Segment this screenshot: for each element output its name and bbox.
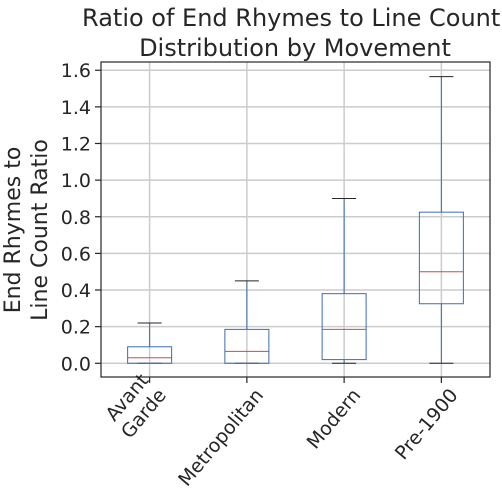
y-axis-label: End Rhymes to Line Count Ratio bbox=[1, 139, 53, 321]
chart-title: Ratio of End Rhymes to Line Count,Distri… bbox=[82, 4, 502, 62]
y-tick-label: 1.4 bbox=[61, 97, 91, 119]
box-0 bbox=[127, 322, 173, 364]
x-tick-label: Metropolitan bbox=[174, 385, 268, 491]
y-axis-ticks: 0.0 0.2 0.4 0.6 0.8 1.0 1.2 1.4 1.6 bbox=[61, 60, 101, 375]
box-1 bbox=[224, 280, 270, 364]
plot-frame bbox=[100, 61, 491, 378]
x-tick-label-line: Metropolitan bbox=[174, 385, 268, 491]
y-tick-label: 1.2 bbox=[61, 133, 91, 155]
grid-lines bbox=[101, 62, 490, 377]
iqr-box bbox=[418, 211, 464, 305]
x-tick-label: Pre-1900 bbox=[391, 385, 463, 465]
iqr-box bbox=[224, 328, 270, 364]
y-axis-label-line: Line Count Ratio bbox=[28, 139, 53, 321]
y-tick-label: 0.0 bbox=[61, 353, 91, 375]
x-tick-label-line: Pre-1900 bbox=[391, 385, 463, 465]
y-axis-label-line: End Rhymes to bbox=[1, 147, 26, 314]
y-tick-label: 0.4 bbox=[61, 280, 91, 302]
y-tick-label: 1.0 bbox=[61, 170, 91, 192]
x-tick-label-line: Modern bbox=[303, 385, 366, 454]
box-2 bbox=[321, 197, 367, 364]
y-tick-label: 0.2 bbox=[61, 317, 91, 339]
y-tick-label: 0.6 bbox=[61, 243, 91, 265]
x-tick-label: Modern bbox=[303, 385, 366, 454]
box-3 bbox=[418, 76, 464, 364]
y-tick-label: 1.6 bbox=[61, 60, 91, 82]
iqr-box bbox=[127, 346, 173, 364]
boxes bbox=[127, 76, 464, 364]
chart-title-line: Ratio of End Rhymes to Line Count, bbox=[82, 4, 502, 32]
chart-title-line: Distribution by Movement bbox=[139, 34, 451, 62]
y-tick-label: 0.8 bbox=[61, 207, 91, 229]
iqr-box bbox=[321, 293, 367, 361]
